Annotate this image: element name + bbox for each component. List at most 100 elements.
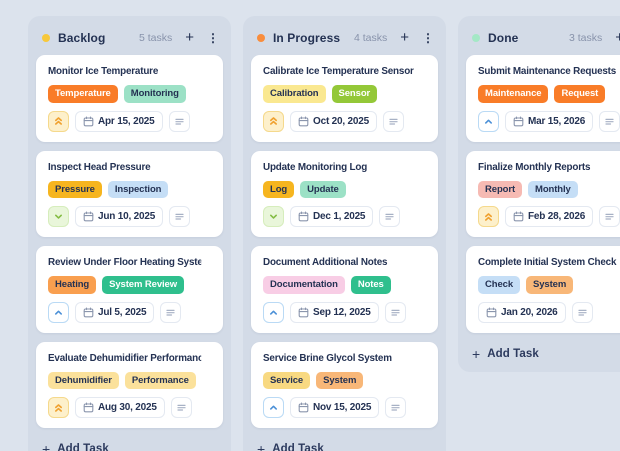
task-card[interactable]: Inspect Head Pressure Pressure Inspection… (36, 150, 223, 237)
notes-icon (605, 213, 614, 220)
notes-button[interactable] (384, 301, 406, 323)
due-date-chip[interactable]: Oct 20, 2025 (290, 110, 377, 132)
due-date-chip[interactable]: Aug 30, 2025 (75, 397, 165, 418)
due-date-chip[interactable]: Jan 20, 2026 (478, 301, 566, 323)
notes-icon (385, 213, 394, 220)
task-tag-list: Documentation Notes (263, 276, 426, 294)
notes-button[interactable] (169, 206, 191, 227)
add-task-button[interactable]: + Add Task (466, 342, 620, 364)
column-menu-icon[interactable]: ⋮ (207, 30, 219, 45)
task-card[interactable]: Document Additional Notes Documentation N… (251, 246, 438, 333)
tag-badge: Log (263, 180, 295, 198)
column-title: Done (488, 30, 519, 45)
urgent-priority-icon (48, 110, 69, 132)
kanban-column: In Progress 4 tasks + ⋮ Calibrate Ice Te… (243, 16, 446, 451)
add-task-label: Add Task (57, 443, 109, 451)
task-card[interactable]: Calibrate Ice Temperature Sensor Calibra… (251, 55, 438, 142)
add-card-icon[interactable]: + (400, 29, 409, 46)
notes-button[interactable] (599, 206, 620, 227)
plus-icon: + (42, 441, 51, 451)
task-meta-row: Oct 20, 2025 (263, 110, 426, 132)
due-date-chip[interactable]: Sep 12, 2025 (290, 301, 379, 323)
task-title: Calibrate Ice Temperature Sensor (263, 65, 414, 77)
column-status-dot-icon (472, 33, 480, 42)
due-date-chip[interactable]: Mar 15, 2026 (505, 110, 594, 132)
task-card[interactable]: Submit Maintenance Requests Maintenance R… (466, 55, 620, 142)
task-card[interactable]: Update Monitoring Log Log Update Dec 1, 2… (251, 150, 438, 237)
notes-icon (177, 404, 186, 411)
task-tag-list: Check System (478, 276, 620, 294)
task-tag-list: Maintenance Request (478, 85, 620, 103)
notes-icon (174, 118, 184, 125)
due-date-chip[interactable]: Dec 1, 2025 (290, 206, 374, 227)
task-title: Service Brine Glycol System (263, 351, 392, 364)
task-meta-row: Jun 10, 2025 (48, 206, 211, 227)
due-date-chip[interactable]: Jul 5, 2025 (75, 301, 155, 323)
task-title: Update Monitoring Log (263, 160, 368, 173)
tag-badge: Inspection (107, 180, 169, 198)
task-meta-row: Feb 28, 2026 (478, 206, 620, 227)
tag-badge: System (526, 276, 574, 294)
add-task-button[interactable]: + Add Task (36, 437, 223, 451)
tag-badge: Notes (350, 276, 391, 294)
notes-button[interactable] (160, 301, 182, 323)
due-date-text: Dec 1, 2025 (313, 211, 366, 222)
task-title: Finalize Monthly Reports (478, 160, 591, 173)
task-card[interactable]: Finalize Monthly Reports Report Monthly F… (466, 150, 620, 237)
task-title: Evaluate Dehumidifier Performance (48, 351, 202, 364)
tag-badge: Calibration (263, 85, 326, 103)
add-task-button[interactable]: + Add Task (251, 437, 438, 451)
notes-icon (391, 404, 400, 411)
notes-button[interactable] (571, 301, 593, 323)
task-card[interactable]: Complete Initial System Check Check Syste… (466, 246, 620, 333)
plus-icon: + (472, 345, 481, 362)
due-date-chip[interactable]: Nov 15, 2025 (290, 397, 380, 418)
notes-button[interactable] (599, 110, 620, 132)
due-date-text: Apr 15, 2025 (98, 115, 155, 127)
task-card[interactable]: Monitor Ice Temperature Temperature Monit… (36, 55, 223, 142)
task-card[interactable]: Evaluate Dehumidifier Performance Dehumi… (36, 341, 223, 428)
tag-badge: Request (554, 85, 606, 103)
tag-badge: System (316, 371, 364, 389)
task-meta-row: Aug 30, 2025 (48, 397, 211, 418)
notes-button[interactable] (168, 110, 190, 132)
calendar-icon (298, 402, 309, 413)
calendar-icon (513, 115, 524, 126)
low-priority-icon (263, 206, 284, 227)
task-card[interactable]: Review Under Floor Heating System Heatin… (36, 246, 223, 333)
column-menu-icon[interactable]: ⋮ (422, 30, 434, 45)
medium-priority-icon (263, 397, 284, 418)
task-title: Complete Initial System Check (478, 256, 617, 268)
task-tag-list: Calibration Sensor (263, 85, 426, 103)
due-date-text: Oct 20, 2025 (313, 115, 369, 127)
low-priority-icon (48, 206, 69, 227)
due-date-chip[interactable]: Feb 28, 2026 (505, 206, 594, 227)
tag-badge: Temperature (48, 85, 118, 103)
column-card-list: Submit Maintenance Requests Maintenance R… (466, 55, 620, 342)
column-header: In Progress 4 tasks + ⋮ (251, 24, 438, 55)
notes-button[interactable] (170, 397, 192, 418)
kanban-column: Done 3 tasks + ⋮ Submit Maintenance Requ… (458, 16, 620, 372)
tag-badge: Documentation (263, 276, 345, 294)
task-meta-row: Jan 20, 2026 (478, 301, 620, 323)
add-card-icon[interactable]: + (185, 29, 194, 46)
add-task-label: Add Task (272, 443, 324, 451)
column-task-count: 3 tasks (568, 31, 603, 44)
notes-button[interactable] (385, 397, 407, 418)
notes-button[interactable] (382, 110, 404, 132)
add-card-icon[interactable]: + (615, 30, 620, 45)
plus-icon: + (257, 441, 266, 451)
due-date-chip[interactable]: Apr 15, 2025 (75, 110, 163, 132)
task-title: Monitor Ice Temperature (48, 65, 159, 77)
notes-button[interactable] (379, 206, 401, 227)
due-date-text: Aug 30, 2025 (98, 402, 157, 413)
task-tag-list: Pressure Inspection (48, 180, 211, 198)
due-date-chip[interactable]: Jun 10, 2025 (75, 206, 164, 227)
due-date-text: Jul 5, 2025 (98, 306, 147, 318)
urgent-priority-icon (478, 206, 499, 227)
column-header: Done 3 tasks + ⋮ (466, 24, 620, 55)
task-card[interactable]: Service Brine Glycol System Service Syste… (251, 341, 438, 428)
medium-priority-icon (48, 301, 69, 323)
due-date-text: Jan 20, 2026 (501, 306, 558, 318)
